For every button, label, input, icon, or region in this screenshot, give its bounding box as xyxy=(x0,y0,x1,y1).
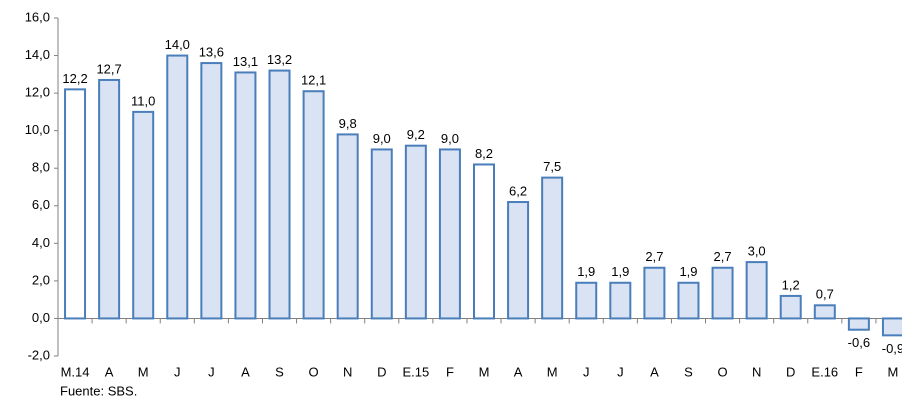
x-tick-label: J xyxy=(174,364,181,379)
value-label: 9,8 xyxy=(339,116,357,131)
value-label: 1,9 xyxy=(611,264,629,279)
value-label: 12,1 xyxy=(301,73,326,88)
x-tick-label: A xyxy=(650,364,659,379)
y-tick-label: 10,0 xyxy=(25,122,50,137)
value-label: -0,9 xyxy=(882,341,902,356)
x-tick-label: M xyxy=(479,364,490,379)
bar xyxy=(507,201,530,320)
x-tick-label: N xyxy=(343,364,352,379)
x-tick-label: J xyxy=(617,364,624,379)
value-label: 9,0 xyxy=(373,131,391,146)
x-tick-label: O xyxy=(717,364,727,379)
value-label: 9,2 xyxy=(407,127,425,142)
value-label: 8,2 xyxy=(475,146,493,161)
x-tick-label: M xyxy=(547,364,558,379)
y-tick-label: -2,0 xyxy=(28,347,50,362)
x-tick-label: F xyxy=(446,364,454,379)
x-tick-label: S xyxy=(275,364,284,379)
value-label: 13,2 xyxy=(267,52,292,67)
x-tick-label: J xyxy=(583,364,590,379)
x-tick-label: A xyxy=(105,364,114,379)
x-tick-label: M.14 xyxy=(61,364,90,379)
bar xyxy=(268,69,291,320)
bar xyxy=(813,304,836,320)
bar xyxy=(336,133,359,320)
bar xyxy=(881,317,902,337)
y-tick-label: 6,0 xyxy=(32,197,50,212)
x-tick-label: J xyxy=(208,364,215,379)
bar xyxy=(473,163,495,320)
x-tick-label: F xyxy=(855,364,863,379)
x-tick-label: M xyxy=(888,364,899,379)
bar xyxy=(64,88,87,320)
value-label: 2,7 xyxy=(714,249,732,264)
x-tick-label: E.15 xyxy=(402,364,429,379)
value-label: 12,7 xyxy=(96,61,121,76)
bar xyxy=(438,148,461,320)
value-label: 7,5 xyxy=(543,159,561,174)
bar xyxy=(132,110,155,320)
value-label: 1,2 xyxy=(782,277,800,292)
y-tick-label: 16,0 xyxy=(25,9,50,24)
bar xyxy=(302,90,325,320)
value-label: -0,6 xyxy=(848,335,870,350)
value-label: 9,0 xyxy=(441,131,459,146)
value-label: 0,7 xyxy=(816,287,834,302)
source-note: Fuente: SBS. xyxy=(60,383,137,398)
y-tick-label: 14,0 xyxy=(25,47,50,62)
value-label: 6,2 xyxy=(509,183,527,198)
value-label: 2,7 xyxy=(645,249,663,264)
bar xyxy=(779,294,802,320)
value-label: 12,2 xyxy=(62,71,87,86)
value-label: 13,6 xyxy=(199,45,224,60)
value-label: 13,1 xyxy=(233,54,258,69)
x-tick-label: M xyxy=(138,364,149,379)
bar xyxy=(609,281,632,320)
x-tick-label: E.16 xyxy=(811,364,838,379)
bar xyxy=(643,266,666,320)
x-tick-label: O xyxy=(309,364,319,379)
bar xyxy=(234,71,257,320)
y-tick-label: 4,0 xyxy=(32,235,50,250)
x-tick-label: N xyxy=(752,364,761,379)
bar xyxy=(541,176,564,320)
bar xyxy=(404,144,427,320)
value-label: 11,0 xyxy=(131,93,155,108)
value-label: 3,0 xyxy=(748,244,766,259)
x-tick-label: A xyxy=(241,364,250,379)
x-tick-label: S xyxy=(684,364,693,379)
x-tick-label: D xyxy=(377,364,386,379)
bar xyxy=(98,78,121,320)
y-tick-label: 0,0 xyxy=(32,310,50,325)
bar xyxy=(370,148,393,320)
x-tick-label: A xyxy=(514,364,523,379)
y-tick-label: 8,0 xyxy=(32,160,50,175)
x-tick-label: D xyxy=(786,364,795,379)
bar xyxy=(847,317,870,331)
bar xyxy=(575,281,598,320)
bar xyxy=(200,62,223,320)
bar xyxy=(745,261,768,320)
bar xyxy=(711,266,734,320)
y-tick-label: 2,0 xyxy=(32,272,50,287)
value-label: 1,9 xyxy=(679,264,697,279)
y-tick-label: 12,0 xyxy=(25,85,50,100)
bar xyxy=(166,54,189,320)
value-label: 14,0 xyxy=(165,37,190,52)
value-label: 1,9 xyxy=(577,264,595,279)
bar xyxy=(677,281,700,320)
